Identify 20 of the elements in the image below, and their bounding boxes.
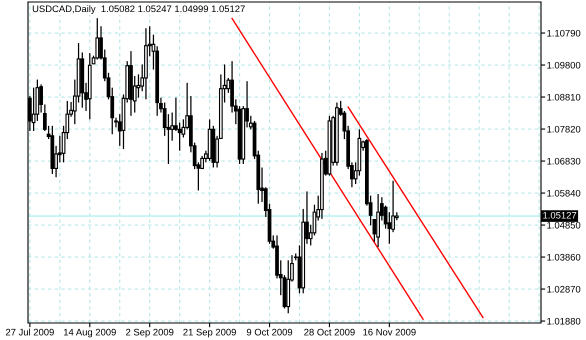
y-tick-label: 1.08810 [547,94,580,101]
x-tick-label: 28 Oct 2009 [304,328,355,336]
x-tick-label: 27 Jul 2009 [6,328,54,336]
y-tick-label: 1.04850 [547,222,580,229]
x-tick-label: 14 Aug 2009 [64,328,116,338]
x-tick-label: 9 Oct 2009 [246,328,292,336]
x-tick-label: 21 Sep 2009 [183,328,236,338]
ref-line-label: 1.05127 [543,212,576,219]
y-tick-label: 1.09800 [547,62,580,69]
x-tick-label: 16 Nov 2009 [363,328,416,336]
y-tick-label: 1.05840 [547,190,580,197]
x-tick-label: 2 Sep 2009 [126,328,174,338]
y-tick-label: 1.10790 [547,30,580,37]
y-tick-label: 1.03860 [547,254,580,261]
candlestick [95,18,100,60]
y-tick-label: 1.06830 [547,158,580,165]
chart-title: USDCAD,Daily 1.05082 1.05247 1.04999 1.05127 [32,5,245,14]
y-tick-label: 1.07820 [547,126,580,133]
y-tick-label: 1.02870 [547,286,580,293]
y-tick-label: 1.01880 [547,318,580,325]
